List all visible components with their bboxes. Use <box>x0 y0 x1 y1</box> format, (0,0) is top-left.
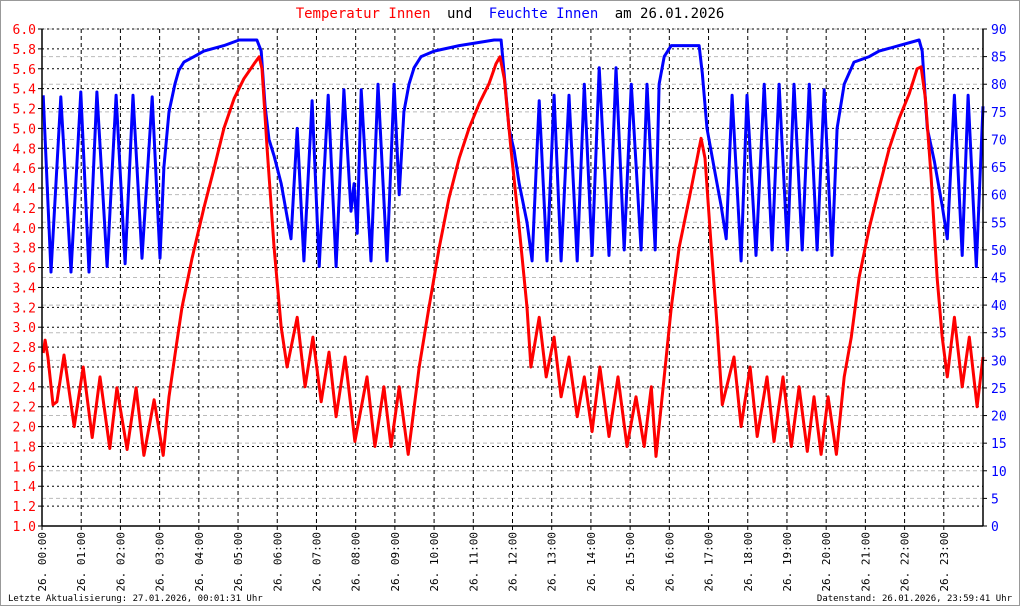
y-left-tick-label: 3.4 <box>13 281 37 296</box>
y-left-tick-label: 4.6 <box>13 162 36 177</box>
x-tick-label: 26. 16:00 <box>663 532 676 592</box>
x-tick-label: 26. 02:00 <box>114 532 127 592</box>
y-left-tick-label: 1.2 <box>13 500 36 515</box>
y-right-tick-label: 0 <box>991 520 999 535</box>
title-humidity: Feuchte Innen <box>489 6 599 22</box>
y-left-tick-label: 2.4 <box>13 381 37 396</box>
y-left-tick-label: 1.0 <box>13 520 36 535</box>
chart-title: Temperatur Innen und Feuchte Innen am 26… <box>296 6 725 22</box>
y-left-tick-label: 6.0 <box>13 23 36 38</box>
y-left-tick-label: 1.8 <box>13 440 36 455</box>
x-tick-label: 26. 07:00 <box>310 532 323 592</box>
y-right-tick-label: 50 <box>991 244 1007 259</box>
y-left-tick-label: 2.6 <box>13 361 36 376</box>
y-left-tick-label: 3.0 <box>13 321 36 336</box>
y-left-tick-label: 1.4 <box>13 480 37 495</box>
footer-data-status: Datenstand: 26.01.2026, 23:59:41 Uhr <box>817 594 1013 604</box>
x-tick-label: 26. 19:00 <box>781 532 794 592</box>
x-tick-label: 26. 15:00 <box>624 532 637 592</box>
x-tick-label: 26. 06:00 <box>271 532 284 592</box>
x-tick-label: 26. 13:00 <box>546 532 559 592</box>
y-right-tick-label: 35 <box>991 327 1007 342</box>
y-left-tick-label: 3.2 <box>13 301 36 316</box>
axes: 0 5 10 15 20 25 30 35 40 45 50 55 60 65 70 75 80 85 90 1.0 1… <box>13 23 1007 592</box>
title-date: am 26.01.2026 <box>615 6 725 22</box>
x-tick-label: 26. 17:00 <box>703 532 716 592</box>
x-tick-label: 26. 08:00 <box>350 532 363 592</box>
x-tick-label: 26. 18:00 <box>742 532 755 592</box>
y-right-tick-label: 85 <box>991 51 1007 66</box>
y-left-tick-label: 3.6 <box>13 262 36 277</box>
y-left-tick-label: 5.6 <box>13 63 36 78</box>
y-right-tick-label: 40 <box>991 299 1007 314</box>
y-right-tick-label: 80 <box>991 78 1007 93</box>
y-right-tick-label: 90 <box>991 23 1007 38</box>
x-tick-label: 26. 00:00 <box>36 532 49 592</box>
x-tick-label: 26. 01:00 <box>75 532 88 592</box>
y-left-tick-label: 1.6 <box>13 460 36 475</box>
y-right-tick-label: 30 <box>991 354 1007 369</box>
y-right-tick-label: 60 <box>991 189 1007 204</box>
temperature-line <box>41 55 985 458</box>
y-right-tick-label: 25 <box>991 382 1007 397</box>
x-tick-label: 26. 12:00 <box>507 532 520 592</box>
y-left-tick-label: 5.2 <box>13 103 36 118</box>
y-left-tick-label: 3.8 <box>13 242 36 257</box>
y-right-tick-label: 20 <box>991 410 1007 425</box>
footer-last-update: Letzte Aktualisierung: 27.01.2026, 00:01… <box>8 594 263 604</box>
y-left-tick-label: 4.2 <box>13 202 36 217</box>
x-tick-label: 26. 21:00 <box>859 532 872 592</box>
y-left-tick-label: 2.8 <box>13 341 36 356</box>
y-left-tick-label: 5.4 <box>13 83 37 98</box>
y-left-tick-label: 5.8 <box>13 43 36 58</box>
x-tick-label: 26. 04:00 <box>193 532 206 592</box>
x-tick-label: 26. 14:00 <box>585 532 598 592</box>
x-tick-label: 26. 20:00 <box>820 532 833 592</box>
y-right-tick-label: 70 <box>991 133 1007 148</box>
x-tick-label: 26. 22:00 <box>899 532 912 592</box>
y-left-tick-label: 4.4 <box>13 182 37 197</box>
y-left-tick-label: 4.0 <box>13 222 36 237</box>
y-right-tick-label: 10 <box>991 465 1007 480</box>
y-right-tick-label: 75 <box>991 106 1007 121</box>
y-right-tick-label: 55 <box>991 216 1007 231</box>
y-left-tick-label: 2.2 <box>13 401 36 416</box>
y-left-tick-label: 4.8 <box>13 142 36 157</box>
title-and: und <box>447 6 472 22</box>
x-tick-label: 26. 05:00 <box>232 532 245 592</box>
y-left-tick-label: 5.0 <box>13 122 36 137</box>
x-tick-label: 26. 23:00 <box>938 532 951 592</box>
y-right-tick-label: 65 <box>991 161 1007 176</box>
y-right-tick-label: 15 <box>991 437 1007 452</box>
humidity-line <box>41 38 985 274</box>
series-group <box>41 38 985 458</box>
grid <box>42 28 983 527</box>
x-tick-label: 26. 09:00 <box>389 532 402 592</box>
y-right-tick-label: 5 <box>991 492 999 507</box>
x-tick-label: 26. 11:00 <box>467 532 480 592</box>
x-tick-label: 26. 03:00 <box>154 532 167 592</box>
title-temperature: Temperatur Innen <box>296 6 431 22</box>
y-left-tick-label: 2.0 <box>13 421 36 436</box>
y-right-tick-label: 45 <box>991 272 1007 287</box>
x-tick-label: 26. 10:00 <box>428 532 441 592</box>
